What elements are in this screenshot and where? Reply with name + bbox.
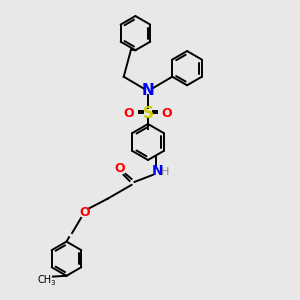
Text: O: O <box>162 106 172 120</box>
Text: N: N <box>152 164 164 178</box>
Text: N: N <box>142 83 154 98</box>
Text: H: H <box>160 167 169 177</box>
Text: 3: 3 <box>51 280 55 286</box>
Text: O: O <box>114 162 125 176</box>
Text: CH: CH <box>38 274 52 285</box>
Text: S: S <box>142 106 154 121</box>
Text: O: O <box>124 106 134 120</box>
Text: O: O <box>80 206 90 219</box>
